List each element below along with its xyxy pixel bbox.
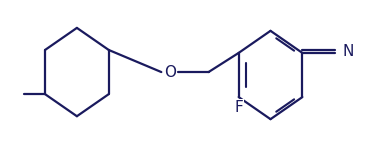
- Text: F: F: [234, 100, 243, 115]
- Text: O: O: [164, 64, 176, 80]
- Text: N: N: [342, 44, 354, 59]
